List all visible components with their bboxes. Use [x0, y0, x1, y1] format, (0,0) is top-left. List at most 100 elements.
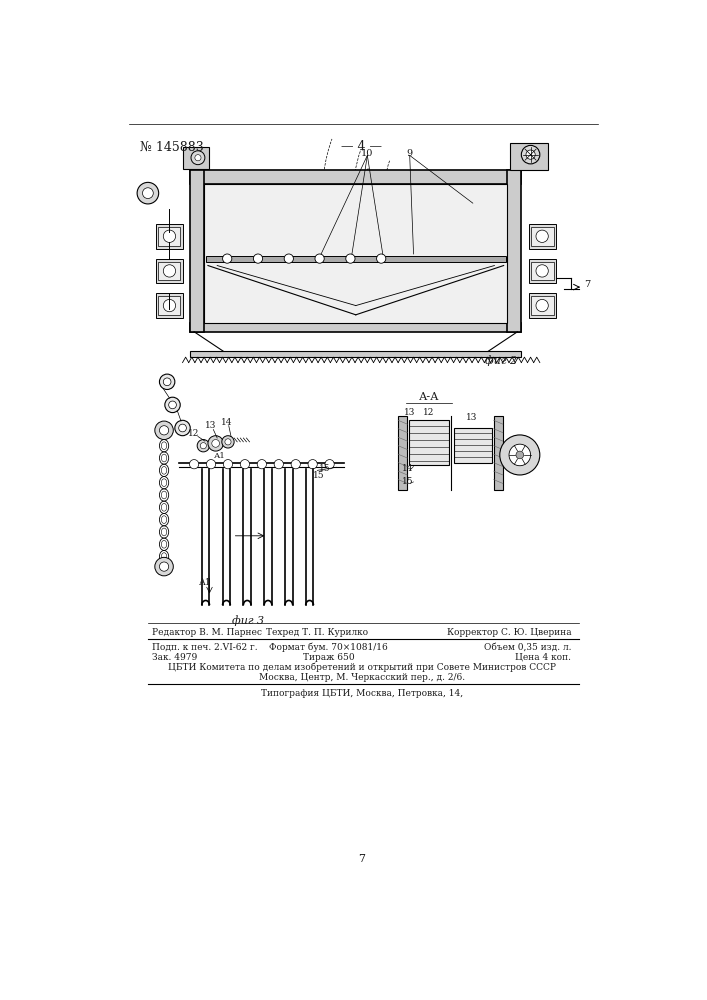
Circle shape	[223, 460, 233, 469]
Circle shape	[377, 254, 386, 263]
Text: Подп. к печ. 2.VI-62 г.: Подп. к печ. 2.VI-62 г.	[152, 643, 257, 652]
Circle shape	[155, 421, 173, 440]
Bar	[529, 224, 556, 249]
Bar	[206, 256, 506, 262]
Circle shape	[143, 188, 153, 199]
Text: Цена 4 коп.: Цена 4 коп.	[515, 653, 571, 662]
Circle shape	[291, 460, 300, 469]
Text: 13: 13	[404, 408, 416, 417]
Circle shape	[526, 150, 535, 159]
Bar	[529, 293, 556, 318]
Circle shape	[284, 254, 293, 263]
Text: Зак. 4979: Зак. 4979	[152, 653, 197, 662]
Bar	[190, 170, 521, 184]
Bar	[529, 259, 556, 283]
Bar	[398, 416, 407, 490]
Circle shape	[225, 439, 231, 445]
Text: Типография ЦБТИ, Москва, Петровка, 14,: Типография ЦБТИ, Москва, Петровка, 14,	[261, 689, 463, 698]
Circle shape	[163, 230, 175, 242]
Circle shape	[163, 378, 171, 386]
Bar	[508, 170, 521, 332]
Text: Корректор С. Ю. Цверина: Корректор С. Ю. Цверина	[447, 628, 571, 637]
Bar	[532, 227, 554, 246]
Bar	[190, 170, 204, 332]
Bar	[454, 428, 492, 463]
Text: 12: 12	[188, 429, 200, 438]
Circle shape	[509, 444, 530, 466]
Text: Редактор В. М. Парнес: Редактор В. М. Парнес	[152, 628, 262, 637]
Circle shape	[315, 254, 325, 263]
Circle shape	[308, 460, 317, 469]
Bar	[158, 227, 180, 246]
Text: № 145883: № 145883	[140, 140, 204, 153]
Text: 13: 13	[466, 413, 477, 422]
Text: А1: А1	[214, 452, 226, 460]
Circle shape	[212, 440, 219, 447]
Text: фиг 3: фиг 3	[232, 615, 264, 626]
Text: 15: 15	[402, 477, 414, 486]
Text: 12: 12	[423, 408, 435, 417]
Circle shape	[137, 182, 158, 204]
Bar	[190, 323, 521, 332]
Circle shape	[346, 254, 355, 263]
Text: фиг 2: фиг 2	[486, 356, 518, 366]
Circle shape	[222, 436, 234, 448]
Bar	[190, 351, 521, 357]
Circle shape	[253, 254, 262, 263]
Text: 15: 15	[313, 471, 325, 480]
Text: 7: 7	[585, 280, 591, 289]
Bar	[204, 184, 508, 323]
Text: Тираж 650: Тираж 650	[303, 653, 355, 662]
Circle shape	[206, 460, 216, 469]
Text: А-А: А-А	[419, 392, 439, 402]
Circle shape	[163, 265, 175, 277]
Bar	[156, 259, 182, 283]
Circle shape	[179, 424, 187, 432]
Circle shape	[208, 436, 223, 451]
Circle shape	[536, 230, 549, 242]
Circle shape	[240, 460, 250, 469]
Text: 9: 9	[407, 149, 413, 158]
Text: — 4 —: — 4 —	[341, 140, 382, 153]
Bar	[182, 147, 209, 169]
Circle shape	[191, 151, 205, 165]
Circle shape	[516, 451, 524, 459]
Circle shape	[257, 460, 267, 469]
Text: 7: 7	[358, 854, 366, 864]
Text: 14: 14	[402, 464, 414, 473]
Circle shape	[163, 299, 175, 312]
Bar	[493, 416, 503, 490]
Circle shape	[160, 374, 175, 389]
Text: А1: А1	[199, 578, 212, 587]
Circle shape	[325, 460, 334, 469]
Text: Объем 0,35 изд. л.: Объем 0,35 изд. л.	[484, 643, 571, 652]
Circle shape	[189, 460, 199, 469]
Circle shape	[521, 145, 540, 164]
Text: Формат бум. 70×1081/16: Формат бум. 70×1081/16	[269, 643, 388, 652]
Bar	[156, 224, 182, 249]
Bar	[156, 293, 182, 318]
Circle shape	[160, 562, 169, 571]
Circle shape	[536, 265, 549, 277]
Circle shape	[200, 443, 206, 449]
Text: Техред Т. П. Курилко: Техред Т. П. Курилко	[267, 628, 368, 637]
Circle shape	[500, 435, 540, 475]
Circle shape	[197, 440, 209, 452]
Text: Москва, Центр, М. Черкасский пер., д. 2/6.: Москва, Центр, М. Черкасский пер., д. 2/…	[259, 673, 465, 682]
Text: 13: 13	[205, 421, 217, 430]
Bar	[409, 420, 449, 465]
Circle shape	[536, 299, 549, 312]
Circle shape	[165, 397, 180, 413]
Circle shape	[155, 557, 173, 576]
Text: ЦБТИ Комитета по делам изобретений и открытий при Совете Министров СССР: ЦБТИ Комитета по делам изобретений и отк…	[168, 663, 556, 672]
Circle shape	[160, 426, 169, 435]
Bar	[158, 296, 180, 315]
Circle shape	[195, 155, 201, 161]
Bar	[532, 296, 554, 315]
Text: 15: 15	[319, 464, 330, 473]
Text: 14: 14	[221, 418, 232, 427]
Circle shape	[274, 460, 284, 469]
Text: 10: 10	[361, 149, 373, 158]
Bar	[158, 262, 180, 280]
Circle shape	[223, 254, 232, 263]
